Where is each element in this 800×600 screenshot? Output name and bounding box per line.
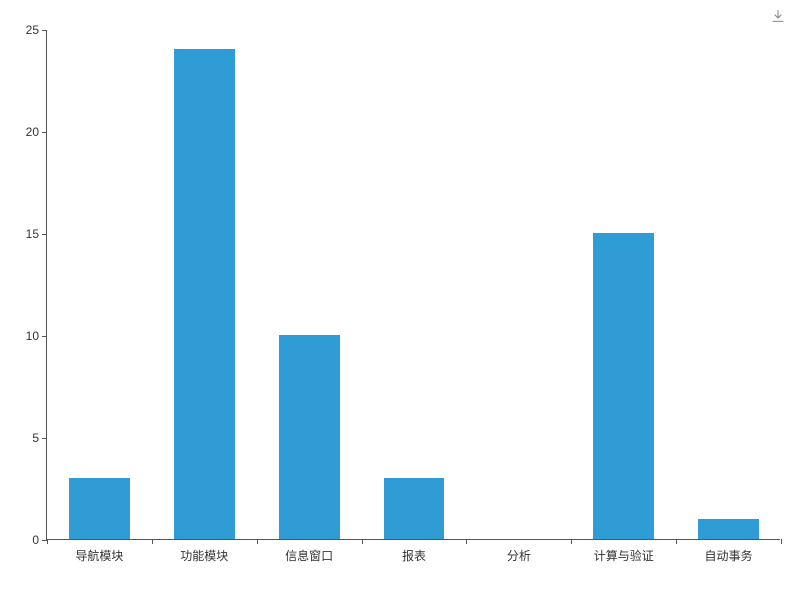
x-tick-mark: [571, 539, 572, 544]
y-tick-mark: [42, 132, 47, 133]
bar: [698, 519, 759, 539]
bar-chart: 0510152025导航模块功能模块信息窗口报表分析计算与验证自动事务: [0, 0, 800, 600]
x-tick-mark: [781, 539, 782, 544]
bar: [384, 478, 445, 539]
plot-area: 0510152025导航模块功能模块信息窗口报表分析计算与验证自动事务: [46, 30, 780, 540]
y-tick-mark: [42, 336, 47, 337]
x-tick-mark: [257, 539, 258, 544]
x-tick-mark: [676, 539, 677, 544]
x-tick-label: 分析: [507, 539, 531, 564]
y-tick-mark: [42, 234, 47, 235]
x-tick-mark: [466, 539, 467, 544]
x-tick-label: 导航模块: [75, 539, 123, 564]
y-tick-mark: [42, 438, 47, 439]
x-tick-label: 信息窗口: [285, 539, 333, 564]
x-tick-mark: [152, 539, 153, 544]
bar: [69, 478, 130, 539]
x-tick-label: 计算与验证: [594, 539, 654, 564]
x-tick-label: 自动事务: [705, 539, 753, 564]
x-tick-label: 报表: [402, 539, 426, 564]
x-tick-label: 功能模块: [180, 539, 228, 564]
bar: [593, 233, 654, 539]
x-tick-mark: [362, 539, 363, 544]
x-tick-mark: [47, 539, 48, 544]
y-tick-mark: [42, 30, 47, 31]
bar: [279, 335, 340, 539]
bar: [174, 49, 235, 539]
